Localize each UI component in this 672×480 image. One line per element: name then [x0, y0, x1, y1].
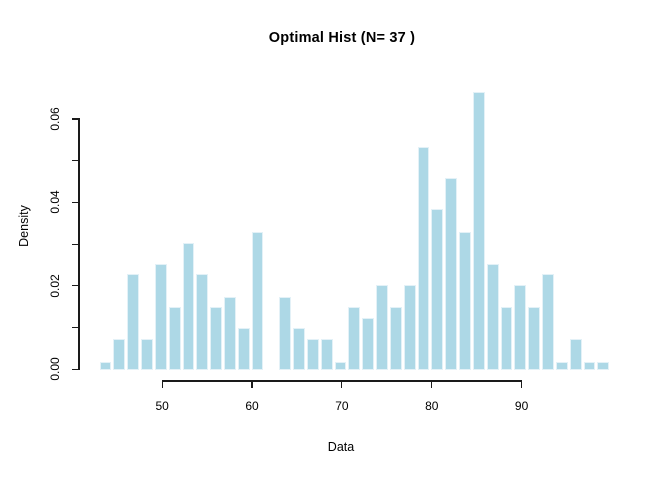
histogram-bar — [431, 209, 444, 370]
histogram-bar — [320, 338, 333, 370]
histogram-bar — [417, 146, 430, 370]
x-tick-label: 80 — [425, 399, 439, 413]
histogram-bar — [445, 178, 458, 370]
x-tick — [521, 381, 523, 388]
histogram-bar — [141, 338, 153, 370]
histogram-bar — [486, 263, 499, 370]
y-tick — [72, 118, 79, 120]
histogram-bar — [528, 307, 541, 370]
histogram-bar — [210, 307, 222, 370]
histogram-bar — [348, 307, 361, 370]
y-tick — [72, 368, 79, 370]
histogram-bar — [251, 232, 264, 370]
histogram-bar — [127, 274, 140, 370]
histogram-bar — [224, 297, 236, 370]
y-tick — [72, 285, 79, 287]
x-tick — [161, 381, 163, 388]
y-tick — [72, 201, 79, 203]
y-axis-line — [78, 118, 80, 370]
y-axis-title: Density — [17, 205, 31, 247]
histogram-bar — [279, 297, 292, 370]
histogram-bar — [472, 91, 485, 370]
y-tick-label: 0.00 — [48, 357, 62, 381]
x-tick-label: 50 — [155, 399, 169, 413]
histogram-bar — [569, 338, 582, 370]
chart-title: Optimal Hist (N= 37 ) — [268, 30, 416, 46]
y-tick-label: 0.04 — [48, 190, 62, 215]
histogram-bar — [334, 361, 347, 370]
histogram-bar — [555, 361, 568, 370]
x-tick-label: 60 — [245, 399, 259, 413]
histogram-bar — [500, 307, 513, 370]
x-tick-label: 90 — [514, 399, 529, 413]
x-tick-label: 70 — [335, 399, 349, 413]
histogram-bar — [362, 317, 375, 370]
histogram-bar — [293, 328, 305, 370]
histogram-bar — [237, 328, 250, 370]
histogram-bar — [376, 284, 388, 370]
x-tick — [431, 381, 433, 388]
histogram-bar — [99, 361, 112, 370]
histogram-bar — [514, 284, 527, 370]
y-minor-tick — [72, 326, 79, 329]
histogram-bar — [542, 274, 554, 370]
y-tick-label: 0.06 — [48, 107, 62, 131]
x-axis-line — [161, 380, 522, 382]
x-tick — [341, 381, 343, 388]
y-tick-label: 0.02 — [48, 274, 62, 298]
histogram-bar — [154, 263, 167, 370]
histogram-bar — [168, 307, 181, 370]
x-axis-title: Data — [327, 440, 355, 454]
histogram-bar — [389, 307, 402, 370]
histogram-bar — [113, 338, 126, 370]
histogram-bar — [182, 242, 195, 370]
histogram-bar — [597, 361, 610, 370]
y-minor-tick — [72, 160, 79, 162]
histogram-bar — [403, 284, 416, 370]
histogram-bar — [583, 361, 596, 370]
histogram-bar — [459, 232, 471, 370]
y-minor-tick — [72, 243, 79, 245]
x-tick — [251, 381, 253, 388]
histogram-bar — [306, 338, 319, 370]
histogram-bar — [196, 274, 209, 370]
